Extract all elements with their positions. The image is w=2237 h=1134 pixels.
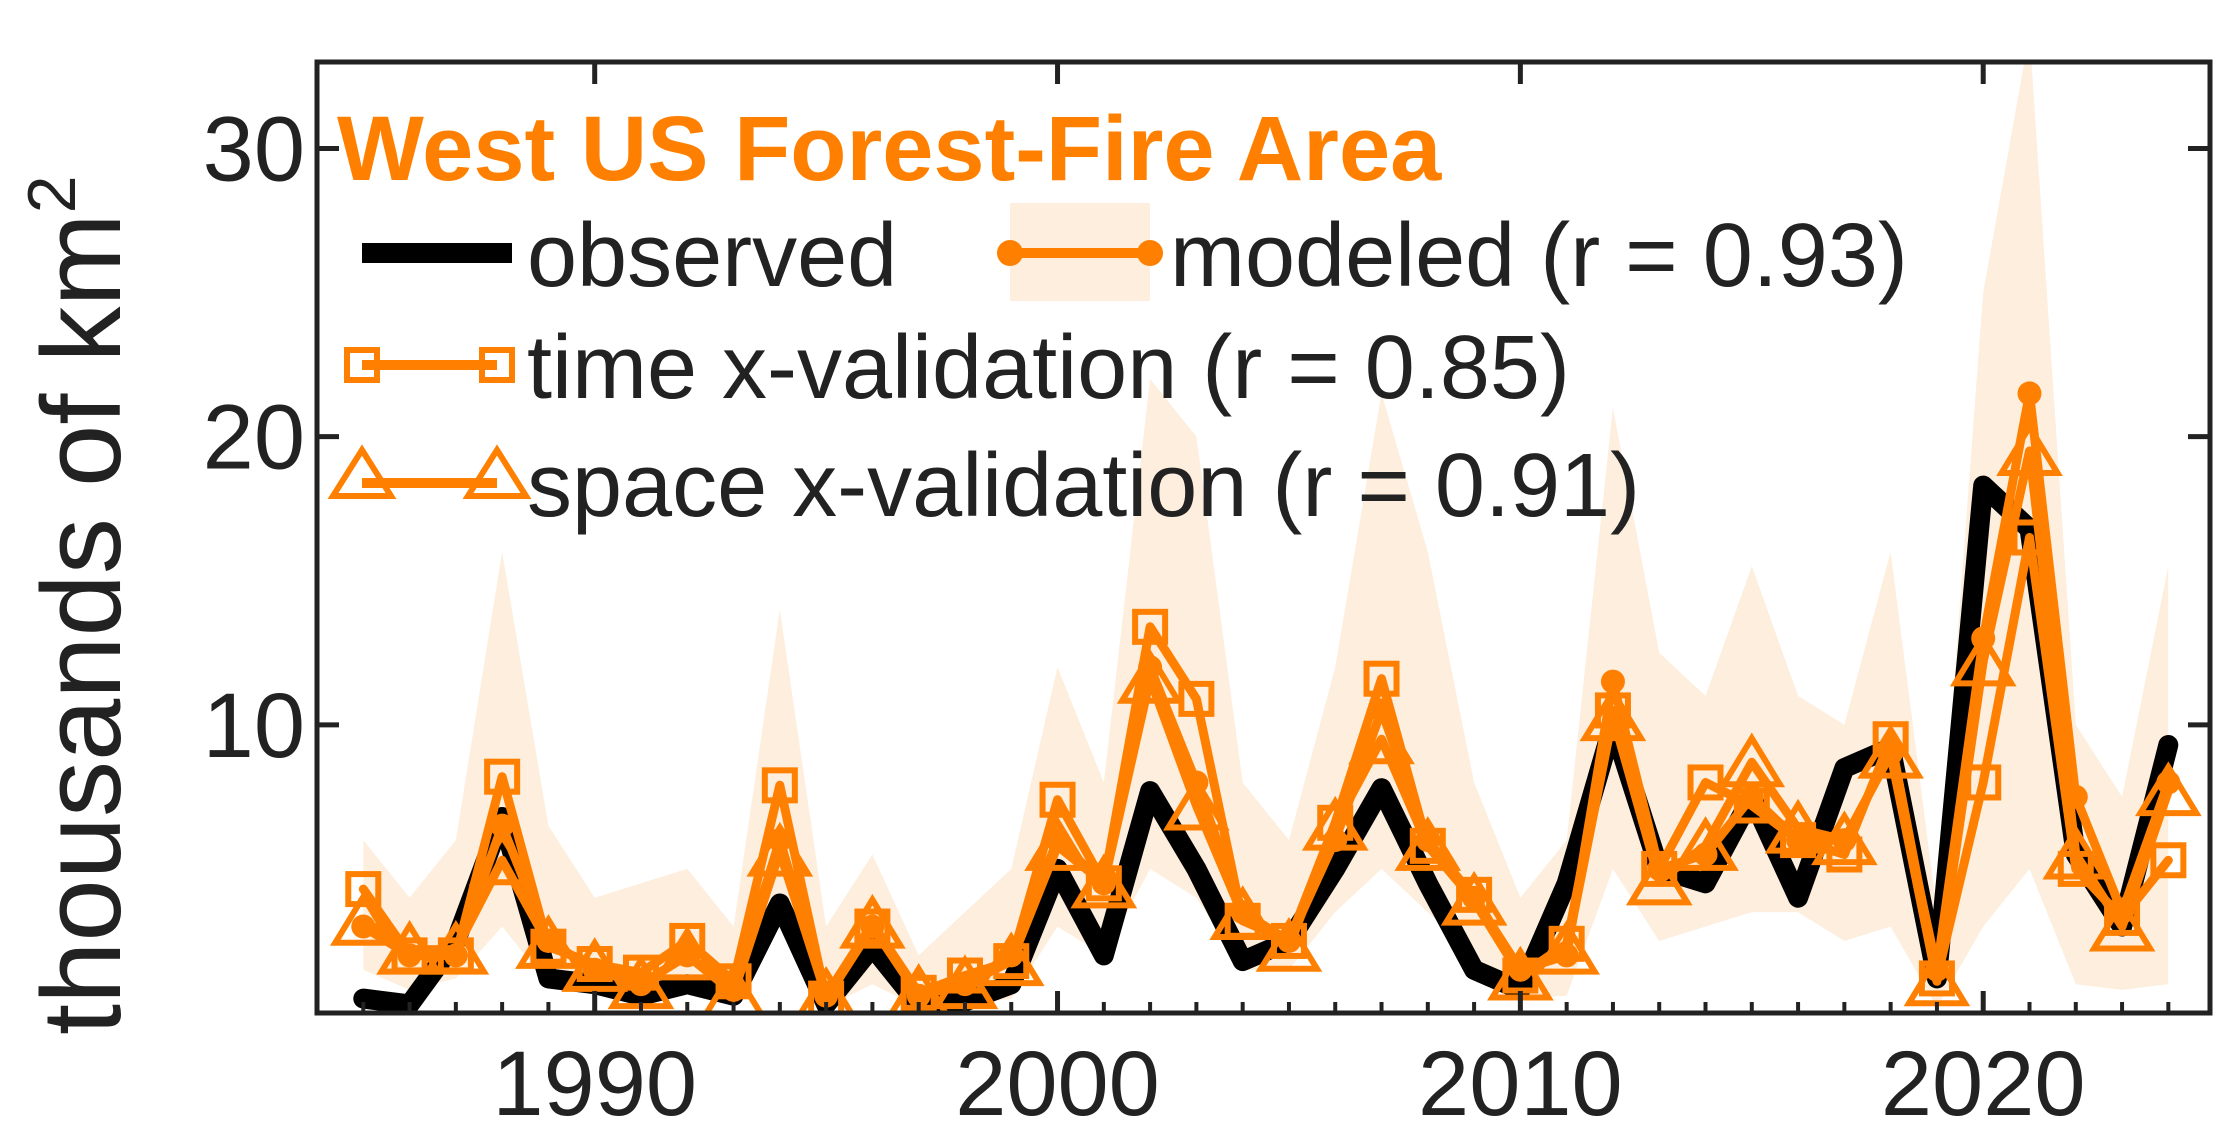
modeled-point	[444, 943, 468, 967]
legend-space-xval-marker	[468, 450, 526, 496]
legend-observed-label: observed	[527, 206, 897, 306]
y-tick-label: 30	[203, 98, 305, 200]
legend-modeled-marker	[997, 240, 1023, 266]
modeled-point	[2017, 381, 2041, 405]
modeled-point	[1694, 843, 1718, 867]
legend: observed modeled (r = 0.93) time x-valid…	[333, 203, 1908, 536]
y-axis-label-superscript: 2	[14, 175, 90, 213]
legend-modeled-marker	[1137, 240, 1163, 266]
modeled-point	[398, 943, 422, 967]
chart-title: West US Forest-Fire Area	[337, 98, 1442, 200]
modeled-point	[1555, 943, 1579, 967]
y-tick-label: 10	[203, 675, 305, 777]
x-tick-label: 2000	[955, 1033, 1160, 1134]
modeled-point	[351, 915, 375, 939]
legend-space-xval-label: space x-validation (r = 0.91)	[527, 436, 1640, 536]
legend-space-xval-marker	[333, 450, 391, 496]
modeled-point	[2064, 785, 2088, 809]
y-axis-label: thousands of km2	[14, 175, 144, 1035]
x-tick-label: 2010	[1418, 1033, 1623, 1134]
legend-modeled-label: modeled (r = 0.93)	[1170, 206, 1908, 306]
legend-time-xval-label: time x-validation (r = 0.85)	[527, 318, 1570, 418]
chart: thousands of km2 1990 2000 2010 2020102030 …	[0, 0, 2237, 1134]
y-tick-label: 20	[203, 387, 305, 489]
x-tick-label: 2020	[1881, 1033, 2086, 1134]
x-tick-label: 1990	[492, 1033, 697, 1134]
